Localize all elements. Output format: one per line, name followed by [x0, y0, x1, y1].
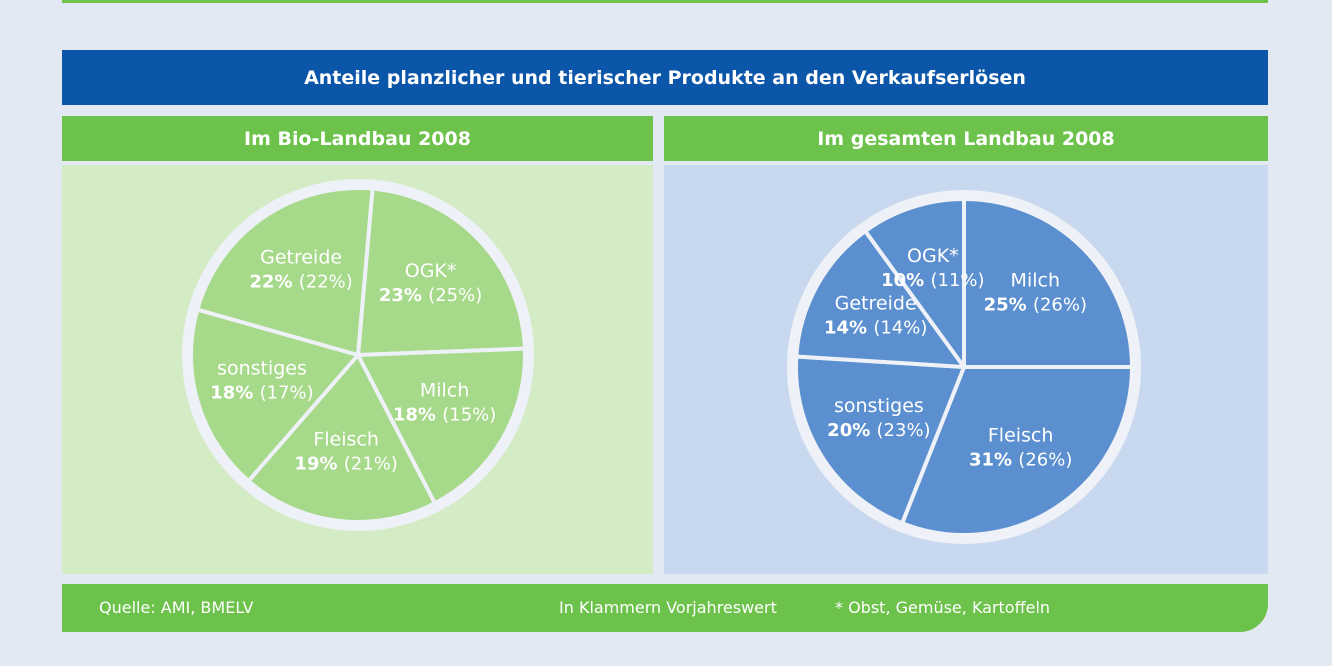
gesamt-slice-ogk: [863, 197, 966, 369]
bio-label-getreide: Getreide 22% (22%): [249, 247, 352, 293]
bio-value-label: 18% (17%): [210, 383, 313, 404]
gesamt-pie-panel: Milch 25% (26%) Fleisch 31% (26%) sonstiges 2…: [664, 165, 1268, 574]
gesamt-slice-milch: [962, 197, 1134, 369]
bio-value-label: 18% (15%): [393, 404, 496, 425]
chart-title: Anteile planzlicher und tierischer Produ…: [62, 50, 1268, 105]
gesamt-category-label: Getreide: [835, 292, 917, 314]
bio-value-label: 22% (22%): [249, 272, 352, 293]
gesamt-label-getreide: Getreide 14% (14%): [824, 292, 927, 338]
gesamt-value-label: 10% (11%): [881, 270, 984, 291]
gesamt-slice-sonstiges: [794, 354, 966, 526]
gesamt-value-label: 20% (23%): [827, 420, 930, 441]
bio-slice-fleisch: [246, 353, 437, 524]
gesamt-value-label: 25% (26%): [984, 295, 1087, 316]
gesamt-panel-header: Im gesamten Landbau 2008: [664, 116, 1268, 161]
gesamt-category-label: Milch: [1011, 270, 1060, 292]
bio-value-label: 19% (21%): [294, 453, 397, 474]
gesamt-label-milch: Milch 25% (26%): [984, 270, 1087, 316]
source-note: Quelle: AMI, BMELV: [99, 598, 254, 617]
gesamt-label-sonstiges: sonstiges 20% (23%): [827, 395, 930, 441]
bio-category-label: Getreide: [260, 247, 342, 269]
gesamt-category-label: OGK*: [907, 245, 959, 267]
bio-label-fleisch: Fleisch 19% (21%): [294, 428, 397, 474]
bio-panel-header: Im Bio-Landbau 2008: [62, 116, 653, 161]
bio-category-label: Milch: [420, 379, 469, 401]
bio-slice-sonstiges: [189, 307, 360, 484]
bio-category-label: OGK*: [405, 260, 457, 282]
gesamt-category-label: Fleisch: [988, 424, 1054, 446]
bio-pie-panel: OGK* 23% (25%) Milch 18% (15%) Fleisch 19% (2…: [62, 165, 653, 574]
bio-category-label: Fleisch: [313, 428, 379, 450]
previous-year-note: In Klammern Vorjahreswert: [559, 598, 777, 617]
bio-slice-ogk: [356, 186, 527, 357]
bio-label-milch: Milch 18% (15%): [393, 379, 496, 425]
bio-label-sonstiges: sonstiges 18% (17%): [210, 358, 313, 404]
gesamt-label-fleisch: Fleisch 31% (26%): [969, 424, 1072, 470]
bio-slice-milch: [356, 346, 527, 506]
gesamt-slice-fleisch: [900, 365, 1134, 537]
top-rule: [62, 0, 1268, 3]
bio-slice-getreide: [195, 186, 375, 357]
gesamt-slice-getreide: [794, 229, 966, 369]
ogk-footnote: * Obst, Gemüse, Kartoffeln: [835, 598, 1051, 617]
bio-label-ogk: OGK* 23% (25%): [379, 260, 482, 306]
gesamt-label-ogk: OGK* 10% (11%): [881, 245, 984, 291]
bio-category-label: sonstiges: [217, 358, 307, 380]
bio-value-label: 23% (25%): [379, 285, 482, 306]
footer-bar: Quelle: AMI, BMELV In Klammern Vorjahres…: [62, 584, 1268, 632]
gesamt-value-label: 14% (14%): [824, 317, 927, 338]
bio-pie-chart: OGK* 23% (25%) Milch 18% (15%) Fleisch 19% (2…: [182, 179, 534, 531]
gesamt-category-label: sonstiges: [834, 395, 924, 417]
gesamt-value-label: 31% (26%): [969, 449, 1072, 470]
gesamt-pie-chart: Milch 25% (26%) Fleisch 31% (26%) sonstiges 2…: [787, 190, 1141, 544]
